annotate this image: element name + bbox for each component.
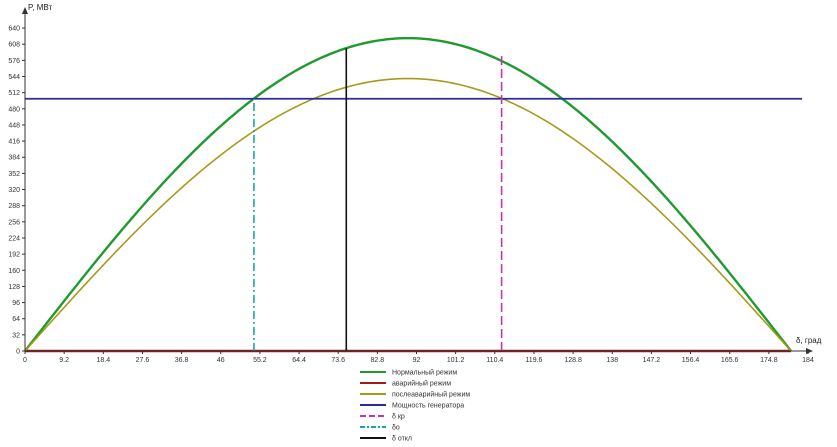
x-tick-label: 110.4 — [486, 357, 503, 364]
y-tick-label: 640 — [8, 26, 20, 33]
legend-label: послеаварийный режим — [392, 391, 470, 399]
y-tick-label: 608 — [8, 42, 20, 49]
legend-label: Нормальный режим — [392, 369, 457, 377]
y-tick-label: 448 — [8, 122, 20, 129]
x-tick-label: 9.2 — [59, 357, 69, 364]
x-tick-label: 174.8 — [760, 357, 778, 364]
axes — [22, 7, 813, 354]
x-tick-label: 165.6 — [721, 357, 739, 364]
x-axis-label: δ, град — [796, 336, 822, 345]
legend-label: аварийный режим — [392, 380, 451, 388]
x-tick-label: 184 — [802, 357, 814, 364]
y-tick-label: 192 — [8, 252, 20, 259]
y-tick-label: 480 — [8, 106, 20, 113]
series-2-line — [24, 77, 792, 352]
x-tick-label: 46 — [217, 357, 225, 364]
x-tick-label: 55.2 — [253, 357, 267, 364]
y-tick-label: 96 — [12, 300, 20, 307]
x-tick-label: 101.2 — [447, 357, 465, 364]
y-tick-label: 544 — [8, 74, 20, 81]
x-tick-label: 138 — [606, 357, 618, 364]
y-tick-label: 384 — [8, 155, 20, 162]
x-tick-label: 64.4 — [292, 357, 306, 364]
y-tick-label: 352 — [8, 171, 20, 178]
y-tick-label: 128 — [8, 284, 20, 291]
series-0-line — [24, 36, 792, 352]
legend-label: δ откл — [392, 436, 412, 443]
legend: Нормальный режим аварийный режим послеавар… — [360, 369, 470, 443]
x-tick-label: 156.4 — [682, 357, 700, 364]
y-tick-label: 512 — [8, 90, 20, 97]
x-tick-label: 82.8 — [371, 357, 385, 364]
x-tick-label: 73.6 — [331, 357, 345, 364]
y-tick-label: 288 — [8, 203, 20, 210]
x-tick-label: 92 — [413, 357, 421, 364]
y-tick-label: 160 — [8, 268, 20, 275]
y-tick-label: 256 — [8, 219, 20, 226]
plot-lines — [24, 36, 802, 353]
y-tick-label: 320 — [8, 187, 20, 194]
ticks: 0 9.2 18.4 27.6 36.8 46 55.2 64.4 73.6 82.8 92 101.… — [8, 26, 814, 364]
legend-label: Мощность генератора — [392, 403, 464, 410]
x-tick-label: 119.6 — [525, 357, 542, 364]
legend-label: δо — [392, 425, 400, 432]
legend-label: δ кр — [392, 414, 405, 421]
x-tick-label: 128.8 — [564, 357, 582, 364]
y-axis-label: P, МВт — [28, 3, 52, 12]
y-tick-label: 576 — [8, 58, 20, 65]
x-tick-label: 27.6 — [136, 357, 150, 364]
x-tick-label: 36.8 — [175, 357, 189, 364]
y-axis-arrow — [22, 7, 28, 14]
y-tick-label: 224 — [8, 235, 20, 242]
y-tick-label: 0 — [16, 349, 20, 356]
y-tick-label: 32 — [12, 332, 20, 339]
y-tick-label: 64 — [12, 316, 20, 323]
y-tick-label: 416 — [8, 139, 20, 146]
x-tick-label: 18.4 — [96, 357, 110, 364]
x-tick-label: 147.2 — [643, 357, 661, 364]
x-tick-label: 0 — [23, 357, 27, 364]
x-axis-arrow — [806, 348, 813, 354]
